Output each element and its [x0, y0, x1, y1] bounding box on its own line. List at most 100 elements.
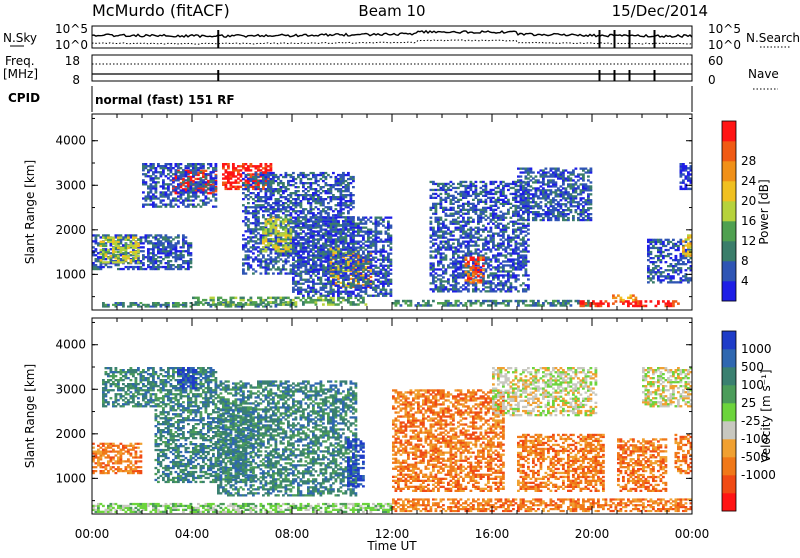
power-cell	[94, 248, 98, 251]
power-cell	[294, 232, 298, 235]
power-cell	[517, 302, 520, 305]
power-cell	[342, 208, 345, 211]
power-cell	[179, 250, 183, 253]
power-cell	[239, 179, 243, 182]
power-cell	[339, 194, 343, 197]
power-cell	[337, 292, 340, 295]
power-cell	[307, 290, 310, 293]
power-cell	[484, 299, 488, 303]
power-cell	[319, 228, 323, 231]
power-cell	[297, 254, 300, 257]
power-cell	[94, 250, 98, 253]
power-cell	[92, 234, 95, 237]
power-cell	[349, 284, 353, 287]
power-cell	[247, 188, 250, 191]
power-cell	[167, 265, 170, 269]
power-cell	[352, 232, 355, 235]
power-cell	[222, 163, 225, 166]
power-cell	[149, 305, 153, 308]
power-cell	[132, 248, 135, 251]
power-cell	[329, 286, 333, 289]
power-cell	[179, 189, 183, 192]
power-cell	[342, 254, 345, 257]
power-cell	[309, 240, 313, 243]
power-cell	[337, 216, 340, 219]
power-cell	[147, 303, 150, 306]
power-cell	[372, 222, 375, 225]
power-cell	[342, 238, 345, 241]
power-cell	[147, 252, 150, 255]
power-cell	[104, 303, 108, 306]
power-cell	[204, 191, 208, 194]
power-cell	[322, 200, 325, 203]
power-cell	[337, 228, 340, 231]
power-cell	[459, 214, 463, 217]
power-cell	[99, 261, 103, 264]
power-cell	[107, 236, 110, 239]
power-cell	[399, 304, 403, 307]
power-cell	[112, 246, 115, 250]
power-cell	[167, 187, 170, 190]
power-cell	[242, 305, 245, 308]
power-cell	[422, 299, 425, 303]
power-cell	[102, 265, 105, 269]
power-cell	[187, 189, 190, 192]
power-cell	[252, 246, 255, 249]
power-cell	[354, 264, 358, 267]
power-cell	[334, 196, 338, 199]
power-cell	[474, 286, 478, 289]
power-cell	[142, 205, 145, 208]
power-cell	[307, 292, 310, 295]
power-cell	[307, 242, 310, 245]
power-cell	[442, 246, 445, 249]
power-cell	[462, 254, 465, 257]
power-cell	[342, 260, 345, 263]
power-cell	[309, 248, 313, 251]
power-cell	[444, 304, 448, 307]
power-cell	[627, 300, 630, 303]
power-cell	[314, 246, 318, 249]
power-cell	[299, 262, 303, 265]
power-cell	[307, 258, 310, 261]
power-cell	[164, 265, 168, 269]
beam-title: Beam 10	[358, 2, 425, 20]
power-cell	[297, 274, 300, 277]
power-cell	[257, 173, 260, 176]
power-cell	[307, 240, 310, 243]
power-cell	[264, 246, 268, 249]
power-cell	[324, 254, 328, 257]
power-cell	[444, 230, 448, 233]
power-cell	[322, 294, 325, 297]
power-cell	[137, 267, 140, 271]
power-cell	[454, 264, 458, 267]
power-cell	[354, 242, 358, 245]
power-cell	[667, 300, 670, 303]
power-cell	[247, 210, 250, 213]
power-cell	[272, 240, 275, 243]
power-cell	[114, 255, 118, 258]
power-cell	[344, 238, 348, 241]
power-cell	[314, 177, 318, 181]
power-cell	[172, 185, 175, 188]
power-cell	[294, 192, 298, 195]
power-cell	[157, 267, 160, 271]
power-cell	[472, 206, 475, 209]
power-cell	[479, 192, 483, 196]
power-cell	[364, 303, 368, 306]
power-cell	[322, 236, 325, 239]
power-cell	[287, 252, 290, 255]
power-cell	[282, 260, 285, 263]
power-cell	[477, 264, 480, 267]
power-cell	[379, 262, 383, 265]
power-cell	[359, 226, 363, 229]
power-cell	[437, 224, 440, 227]
power-cell	[467, 254, 470, 257]
power-cell	[129, 261, 133, 264]
power-cell	[639, 300, 643, 303]
power-cell	[287, 256, 290, 259]
power-cell	[284, 240, 288, 243]
power-cell	[249, 163, 253, 166]
power-cell	[474, 226, 478, 229]
power-cell	[342, 179, 345, 183]
power-cell	[474, 264, 478, 267]
